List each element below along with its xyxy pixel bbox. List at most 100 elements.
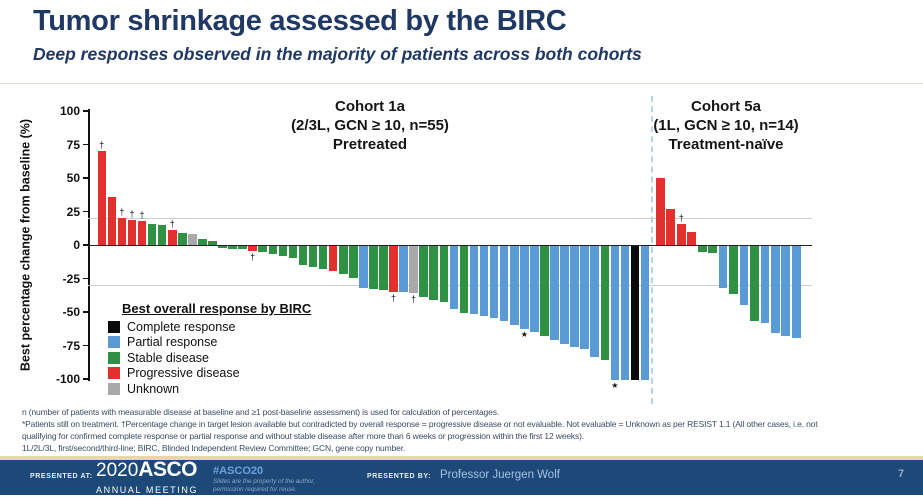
legend-swatch-unk (108, 382, 120, 395)
dagger-mark: † (119, 207, 125, 218)
cohort-5a-title: Cohort 5a (690, 98, 761, 115)
waterfall-bar-pr (520, 246, 529, 330)
waterfall-bar-pr (560, 246, 569, 344)
cohort-1a-title: Cohort 1a (334, 98, 405, 115)
footer-gold-strip (0, 456, 923, 460)
waterfall-bar-sd (228, 246, 237, 249)
legend-label: Partial response (127, 335, 218, 350)
waterfall-bar-sd (729, 246, 738, 295)
y-axis-tick (83, 344, 89, 347)
cohort-5a-note: Treatment-naïve (668, 136, 784, 153)
y-axis-tick (83, 210, 89, 213)
y-axis-tick (83, 110, 89, 112)
legend-item-unk: Unknown (108, 381, 311, 397)
star-mark: ★ (611, 381, 619, 390)
footnote-line-3: qualifying for confirmed complete respon… (22, 431, 584, 441)
waterfall-bar-sd (147, 223, 157, 245)
waterfall-bar-pr (590, 246, 600, 358)
waterfall-bar-sd (439, 246, 449, 303)
waterfall-bar-sd (750, 246, 759, 322)
waterfall-bar-pr (760, 246, 770, 324)
page-title: Tumor shrinkage assessed by the BIRC (33, 5, 567, 37)
waterfall-bar-sd (369, 246, 378, 289)
footnotes: n (number of patients with measurable di… (22, 406, 902, 454)
dagger-mark: † (411, 293, 417, 304)
page-subtitle: Deep responses observed in the majority … (33, 44, 642, 64)
legend-item-sd: Stable disease (108, 350, 311, 366)
waterfall-bar-pd (117, 218, 127, 245)
waterfall-bar-unk (409, 246, 418, 293)
cohort-separator-dashed-line (651, 96, 653, 404)
waterfall-bar-pr (550, 246, 559, 340)
y-axis-tick (83, 177, 89, 179)
waterfall-bar-sd (308, 246, 318, 268)
waterfall-bar-pr (499, 246, 509, 322)
legend-label: Unknown (127, 381, 180, 396)
y-tick-label: 50 (66, 171, 80, 185)
waterfall-bar-sd (278, 246, 288, 257)
waterfall-bar-pr (570, 246, 579, 347)
dagger-mark: † (169, 219, 175, 230)
star-mark: ★ (520, 330, 528, 340)
waterfall-bar-pr (739, 246, 749, 305)
waterfall-bar-pr (509, 246, 519, 326)
asco-logo-subtitle: ANNUAL MEETING (96, 485, 199, 495)
asco-logo: 2020ASCO ANNUAL MEETING (96, 458, 199, 499)
waterfall-bar-pr (580, 246, 589, 350)
y-tick-label: 25 (66, 204, 80, 219)
waterfall-bar-pd (137, 220, 147, 245)
footnote-line-1: n (number of patients with measurable di… (22, 407, 500, 417)
page-number: 7 (898, 468, 905, 480)
waterfall-bar-sd (198, 238, 207, 245)
waterfall-bar-pd (167, 230, 177, 245)
legend-item-pr: Partial response (108, 335, 311, 351)
waterfall-bar-sd (338, 246, 348, 275)
waterfall-bar-cr (630, 246, 640, 380)
waterfall-bar-sd (697, 246, 707, 253)
dagger-mark: † (250, 251, 256, 262)
y-tick-label: 75 (66, 137, 80, 152)
legend-swatch-pr (108, 336, 120, 349)
waterfall-bar-pr (469, 246, 479, 315)
waterfall-bar-sd (459, 246, 469, 313)
waterfall-bar-pr (718, 246, 728, 288)
waterfall-bar-sd (268, 246, 278, 255)
waterfall-bar-sd (238, 246, 247, 250)
waterfall-bar-sd (379, 246, 388, 291)
cohort-1a-note: Pretreated (332, 136, 408, 153)
waterfall-bar-pr (791, 246, 801, 339)
legend-label: Stable disease (127, 350, 210, 365)
waterfall-bar-pd (666, 208, 676, 245)
reference-line-20 (88, 218, 812, 220)
asco-logo-name: ASCO (138, 458, 197, 481)
waterfall-bar-pd (97, 151, 107, 245)
dagger-mark: † (139, 209, 145, 220)
y-axis-tick (83, 277, 89, 280)
waterfall-bar-pd (389, 246, 398, 292)
reuse-notice-line-1: Slides are the property of the author, (213, 478, 315, 485)
waterfall-bar-sd (429, 246, 439, 300)
legend-items: Complete response Partial response Stable … (108, 319, 311, 397)
waterfall-bar-pr (359, 246, 368, 288)
y-tick-label: -75 (62, 338, 80, 353)
waterfall-bar-pr (610, 246, 620, 380)
waterfall-bar-sd (540, 246, 549, 336)
dagger-mark: † (391, 292, 397, 303)
presented-by-label: PRESENTED BY: (367, 473, 432, 480)
waterfall-bar-sd (708, 246, 718, 253)
waterfall-bar-pd (656, 178, 665, 245)
y-axis-tick (83, 244, 89, 246)
footer: PRESENTED AT: 2020ASCO ANNUAL MEETING #A… (0, 459, 923, 495)
waterfall-bar-sd (419, 246, 428, 297)
y-axis-title: Best percentage change from baseline (%) (18, 118, 33, 372)
hashtag: #ASCO20 (213, 465, 264, 477)
waterfall-bar-pr (530, 246, 539, 332)
y-tick-label: -100 (55, 372, 80, 386)
dagger-mark: † (129, 208, 135, 219)
cohort-5a-subtitle: (1L, GCN ≥ 10, n=14) (653, 117, 799, 134)
legend-item-pd: Progressive disease (108, 366, 311, 382)
y-axis-tick (83, 378, 89, 380)
waterfall-bar-pr (640, 246, 650, 380)
waterfall-bar-sd (349, 246, 358, 279)
